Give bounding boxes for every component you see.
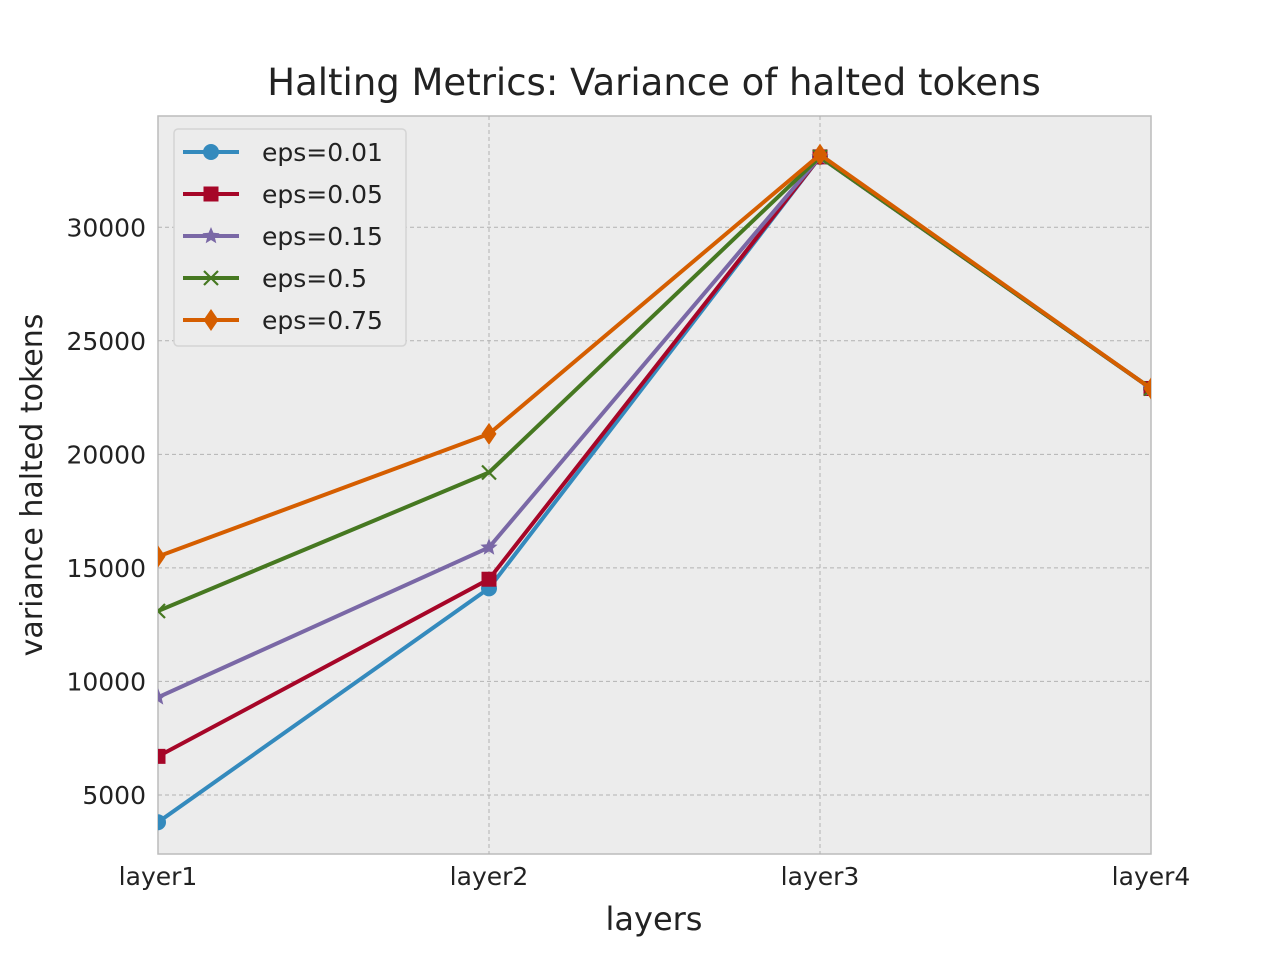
x-tick-label: layer4 <box>1112 862 1191 891</box>
legend-item: eps=0.75 <box>183 306 383 335</box>
data-point <box>812 143 828 166</box>
data-point <box>480 538 498 555</box>
y-tick-label: 5000 <box>82 781 146 810</box>
data-point <box>481 464 497 481</box>
legend-item: eps=0.01 <box>183 138 383 167</box>
data-point <box>158 603 166 619</box>
x-axis-label: layers <box>606 900 703 938</box>
legend: eps=0.01 eps=0.05 eps=0.15 eps=0.5 eps=0.75 <box>173 128 407 347</box>
legend-item: eps=0.05 <box>183 180 383 209</box>
x-tick-label: layer3 <box>781 862 860 891</box>
data-point <box>158 545 166 568</box>
x-tick-label: layer1 <box>119 862 198 891</box>
series-line <box>158 152 1151 559</box>
data-point <box>158 688 167 705</box>
legend-label: eps=0.15 <box>262 222 383 251</box>
y-tick-label: 30000 <box>66 213 146 242</box>
legend-marker <box>203 186 219 202</box>
y-tick-label: 10000 <box>66 667 146 696</box>
legend-label: eps=0.05 <box>262 180 383 209</box>
legend-marker <box>203 309 219 331</box>
x-tick-label: layer2 <box>450 862 529 891</box>
x-axis: layer1 layer2 layer3 layer4 <box>119 862 1191 891</box>
legend-marker <box>203 270 219 286</box>
y-tick-label: 15000 <box>66 554 146 583</box>
legend-item: eps=0.15 <box>183 222 383 251</box>
legend-marker <box>202 227 220 244</box>
chart-title: Halting Metrics: Variance of halted toke… <box>267 61 1040 104</box>
y-tick-label: 20000 <box>66 440 146 469</box>
legend-label: eps=0.01 <box>262 138 383 167</box>
series-layer <box>158 143 1151 831</box>
y-axis-label: variance halted tokens <box>15 314 50 657</box>
legend-marker <box>203 144 219 160</box>
series-eps=0.75 <box>158 143 1151 568</box>
data-point <box>1143 377 1151 400</box>
y-axis: 5000 10000 15000 20000 25000 30000 <box>66 213 146 810</box>
data-point <box>481 422 497 445</box>
data-point <box>158 748 166 764</box>
data-point <box>481 571 497 587</box>
legend-item: eps=0.5 <box>183 264 367 293</box>
grid-lines <box>158 116 1151 854</box>
legend-label: eps=0.5 <box>262 264 367 293</box>
y-tick-label: 25000 <box>66 327 146 356</box>
legend-label: eps=0.75 <box>262 306 383 335</box>
legend-box <box>173 128 407 347</box>
data-point <box>158 814 166 831</box>
